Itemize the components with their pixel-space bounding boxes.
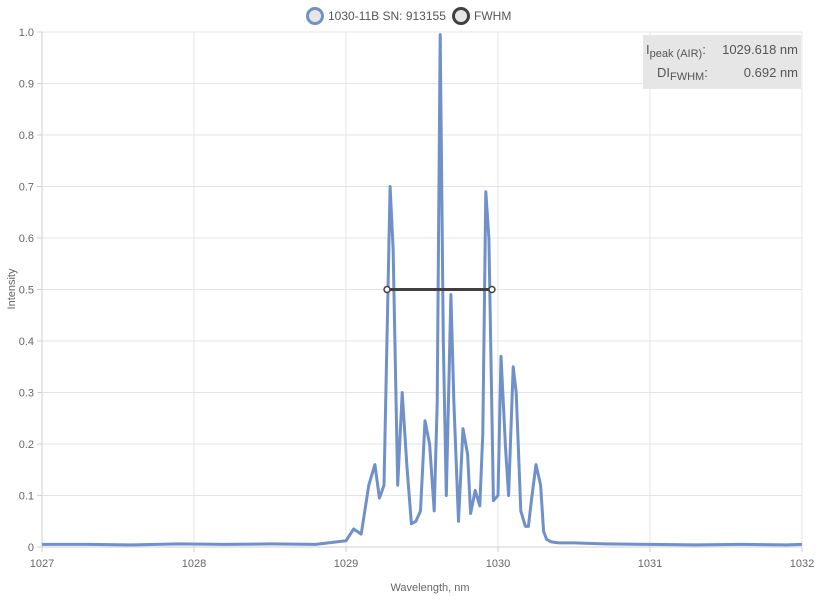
x-tick-label: 1029 bbox=[334, 558, 358, 570]
fwhm-endpoint bbox=[383, 285, 391, 294]
y-tick-label: 0.5 bbox=[19, 285, 34, 297]
y-tick-label: 0.9 bbox=[19, 79, 34, 91]
y-tick-label: 0 bbox=[28, 542, 34, 554]
peak-row: Ipeak (AIR): 1029.618 nm bbox=[643, 40, 801, 62]
peak-info-box: Ipeak (AIR): 1029.618 nm DIFWHM: 0.692 n… bbox=[643, 35, 801, 89]
axes bbox=[37, 31, 803, 552]
y-tick-label: 0.7 bbox=[19, 182, 34, 194]
y-axis-title: Intensity bbox=[6, 268, 18, 309]
y-tick-label: 0.6 bbox=[19, 233, 34, 245]
y-tick-label: 1.0 bbox=[19, 27, 34, 39]
x-tick-label: 1031 bbox=[638, 558, 662, 570]
spectrum-line bbox=[42, 33, 803, 547]
y-tick-label: 0.2 bbox=[19, 439, 34, 451]
x-tick-label: 1032 bbox=[790, 558, 814, 570]
legend-item-fwhm[interactable]: FWHM bbox=[452, 7, 512, 25]
peak-label: Ipeak (AIR): bbox=[646, 42, 706, 60]
legend: 1030-11B SN: 913155 FWHM bbox=[306, 7, 512, 25]
plot-lines bbox=[42, 33, 803, 547]
fwhm-label: DIFWHM: bbox=[657, 65, 708, 83]
x-tick-label: 1028 bbox=[182, 558, 206, 570]
legend-label-spectrum: 1030-11B SN: 913155 bbox=[328, 9, 446, 23]
x-tick-label: 1030 bbox=[486, 558, 510, 570]
legend-item-spectrum[interactable]: 1030-11B SN: 913155 bbox=[306, 7, 447, 25]
fwhm-endpoint bbox=[488, 285, 496, 294]
x-tick-labels: 1027 1028 1029 1030 1031 1032 bbox=[30, 558, 814, 570]
fwhm-row: DIFWHM: 0.692 nm bbox=[643, 63, 801, 85]
y-tick-label: 0.3 bbox=[19, 388, 34, 400]
y-tick-label: 0.4 bbox=[19, 336, 34, 348]
legend-marker-spectrum bbox=[306, 7, 324, 25]
legend-marker-fwhm bbox=[452, 7, 470, 25]
x-axis-title: Wavelength, nm bbox=[390, 582, 469, 594]
y-tick-label: 0.1 bbox=[19, 491, 34, 503]
fwhm-value: 0.692 nm bbox=[743, 65, 798, 80]
x-tick-label: 1027 bbox=[30, 558, 54, 570]
peak-value: 1029.618 nm bbox=[722, 42, 798, 57]
legend-label-fwhm: FWHM bbox=[474, 9, 511, 23]
y-tick-label: 0.8 bbox=[19, 130, 34, 142]
y-tick-labels: 0 0.1 0.2 0.3 0.4 0.5 0.6 0.7 0.8 0.9 1.0 bbox=[19, 27, 34, 554]
